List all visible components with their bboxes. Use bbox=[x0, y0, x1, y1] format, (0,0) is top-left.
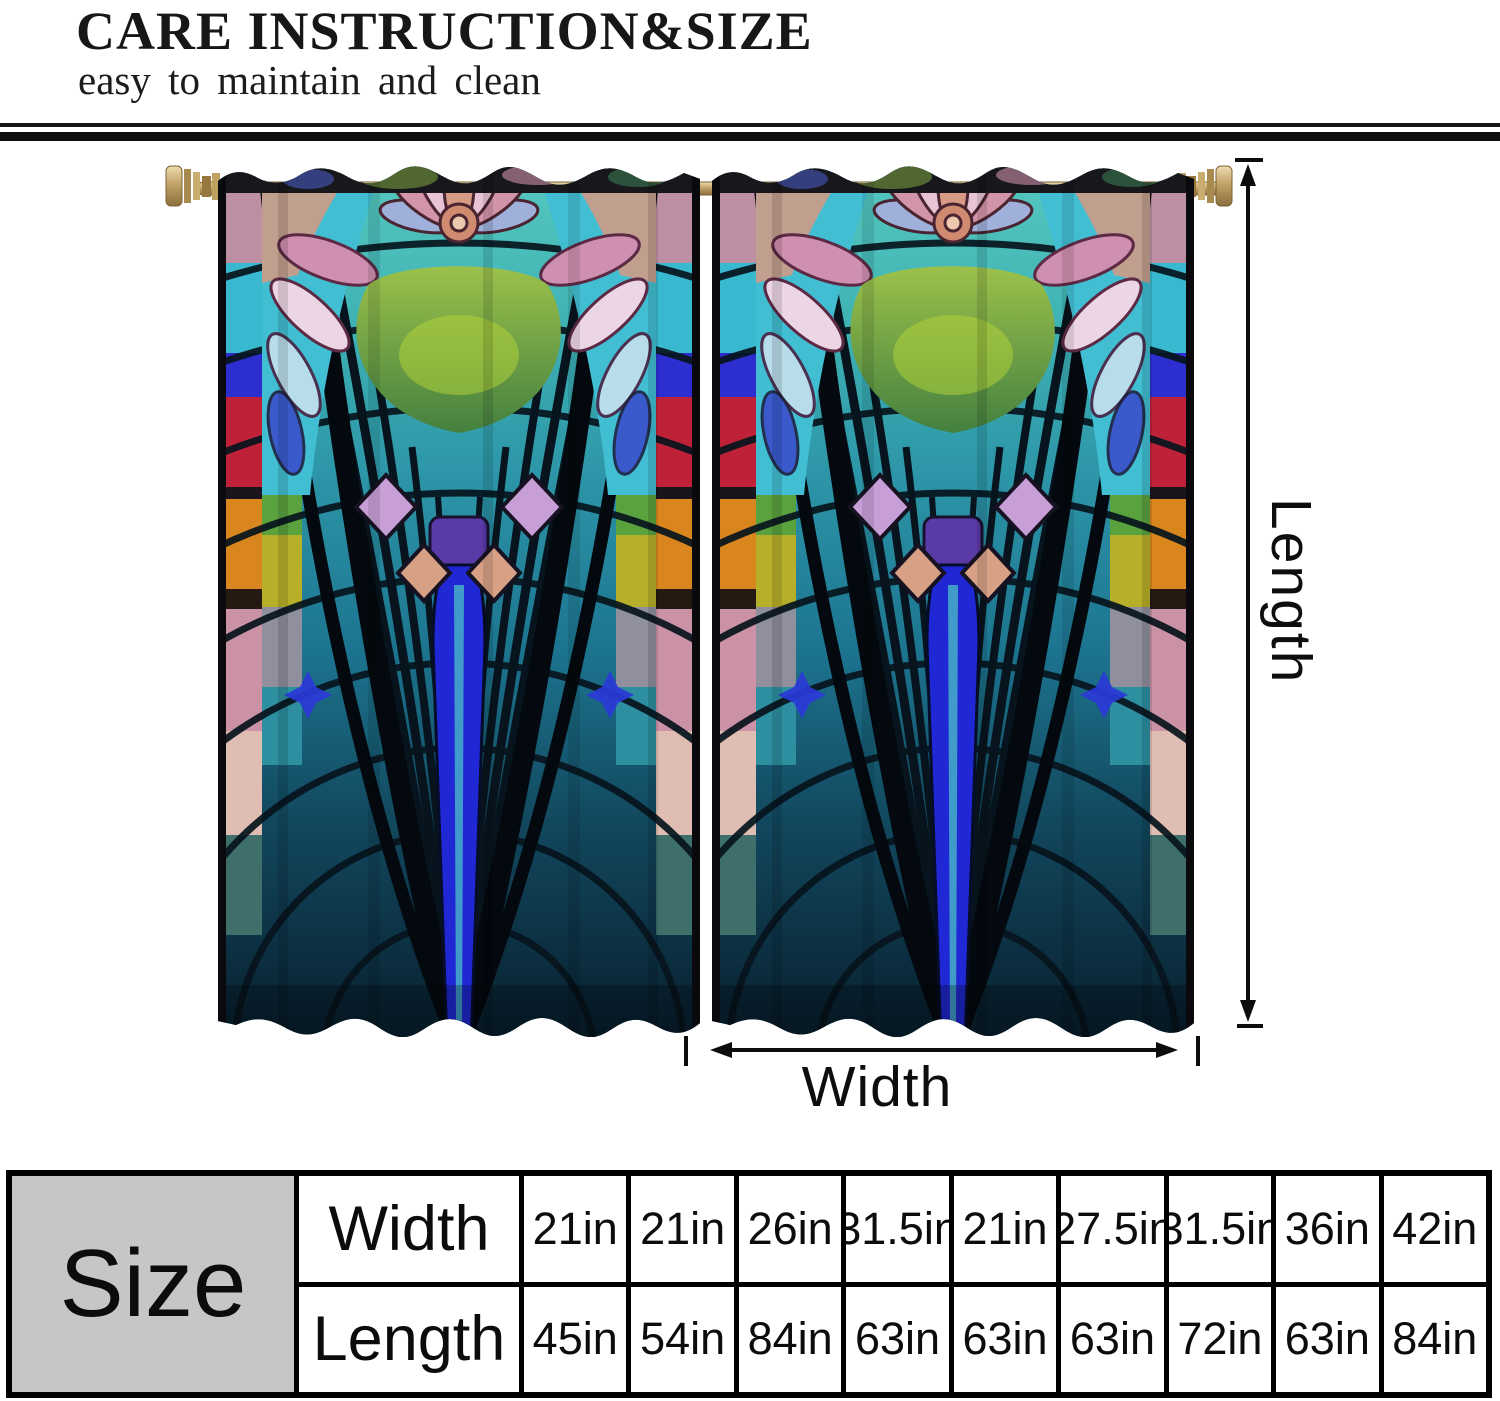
width-value-cell: 27.5in bbox=[1061, 1176, 1164, 1282]
width-value-cell: 21in bbox=[524, 1176, 627, 1282]
page-title: CARE INSTRUCTION&SIZE bbox=[76, 1, 813, 61]
length-value-cell: 63in bbox=[953, 1286, 1057, 1392]
length-value-cell: 54in bbox=[631, 1286, 734, 1392]
size-table: Size Width 21in 21in 26in 31.5in 21in 27… bbox=[6, 1170, 1492, 1398]
divider-thin-rule bbox=[0, 123, 1500, 127]
width-dimension-arrow bbox=[684, 1036, 1200, 1066]
width-value-cell: 26in bbox=[738, 1176, 842, 1282]
width-value-cell: 36in bbox=[1276, 1176, 1379, 1282]
length-dimension-arrow bbox=[1235, 158, 1263, 1028]
length-value-cell: 84in bbox=[738, 1286, 842, 1392]
length-value-cell: 45in bbox=[524, 1286, 627, 1392]
length-value-cell: 63in bbox=[1276, 1286, 1379, 1392]
length-label: Length bbox=[1259, 498, 1323, 685]
length-value-cell: 63in bbox=[846, 1286, 949, 1392]
size-table-length-row-label: Length bbox=[299, 1286, 519, 1392]
length-value-cell: 63in bbox=[1061, 1286, 1164, 1392]
width-value-cell: 31.5in bbox=[1168, 1176, 1272, 1282]
width-label: Width bbox=[801, 1055, 953, 1119]
width-value-cell: 21in bbox=[953, 1176, 1057, 1282]
page-subtitle: easy to maintain and clean bbox=[78, 57, 541, 103]
length-value-cell: 72in bbox=[1168, 1286, 1272, 1392]
length-value-cell: 84in bbox=[1383, 1286, 1486, 1392]
divider-thick-rule bbox=[0, 132, 1500, 141]
width-value-cell: 42in bbox=[1383, 1176, 1486, 1282]
size-table-width-row-label: Width bbox=[299, 1176, 519, 1282]
curtain-scene bbox=[0, 0, 1500, 1145]
size-table-corner-label: Size bbox=[12, 1176, 294, 1392]
width-value-cell: 21in bbox=[631, 1176, 734, 1282]
width-value-cell: 31.5in bbox=[846, 1176, 949, 1282]
